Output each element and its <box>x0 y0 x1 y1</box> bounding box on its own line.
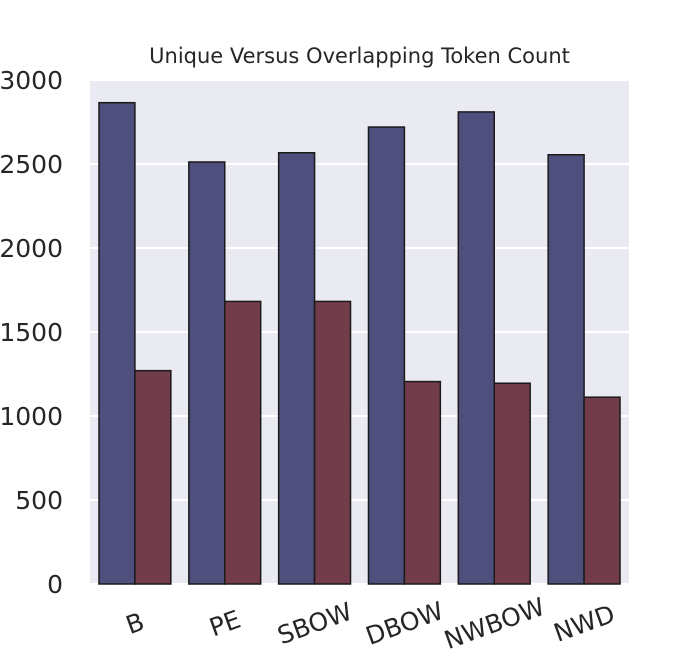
bar-nwd-series-1 <box>547 154 585 585</box>
bar-sbow-series-2 <box>313 300 352 585</box>
x-tick-label: NWBOW <box>440 592 548 655</box>
bar-sbow-series-1 <box>277 151 316 585</box>
x-tick-label: NWD <box>550 599 619 648</box>
gridlines <box>90 79 629 585</box>
bar-pe-series-1 <box>188 161 226 585</box>
chart-title: Unique Versus Overlapping Token Count <box>149 44 570 68</box>
y-tick-label: 2500 <box>0 150 63 179</box>
bar-b-series-1 <box>98 101 136 585</box>
bar-dbow-series-2 <box>403 380 442 585</box>
y-tick-label: 1000 <box>0 402 63 431</box>
y-tick-label: 500 <box>15 486 63 515</box>
x-tick-label: B <box>122 607 148 640</box>
bar-nwbow-series-2 <box>493 382 531 585</box>
bar-nwd-series-2 <box>583 396 621 585</box>
bar-pe-series-2 <box>224 300 262 585</box>
x-tick-label: DBOW <box>362 596 447 651</box>
bars <box>98 101 621 585</box>
x-tick-label: SBOW <box>274 597 356 651</box>
bar-dbow-series-1 <box>367 126 406 585</box>
bar-b-series-2 <box>134 369 172 585</box>
y-tick-label: 2000 <box>0 234 63 263</box>
bar-nwbow-series-1 <box>457 111 496 585</box>
y-axis-tick-labels: 0 500 1000 1500 2000 2500 3000 <box>0 66 63 599</box>
y-tick-label: 3000 <box>0 66 63 95</box>
x-tick-label: PE <box>205 605 244 643</box>
y-tick-label: 1500 <box>0 318 63 347</box>
y-tick-label: 0 <box>47 570 63 599</box>
